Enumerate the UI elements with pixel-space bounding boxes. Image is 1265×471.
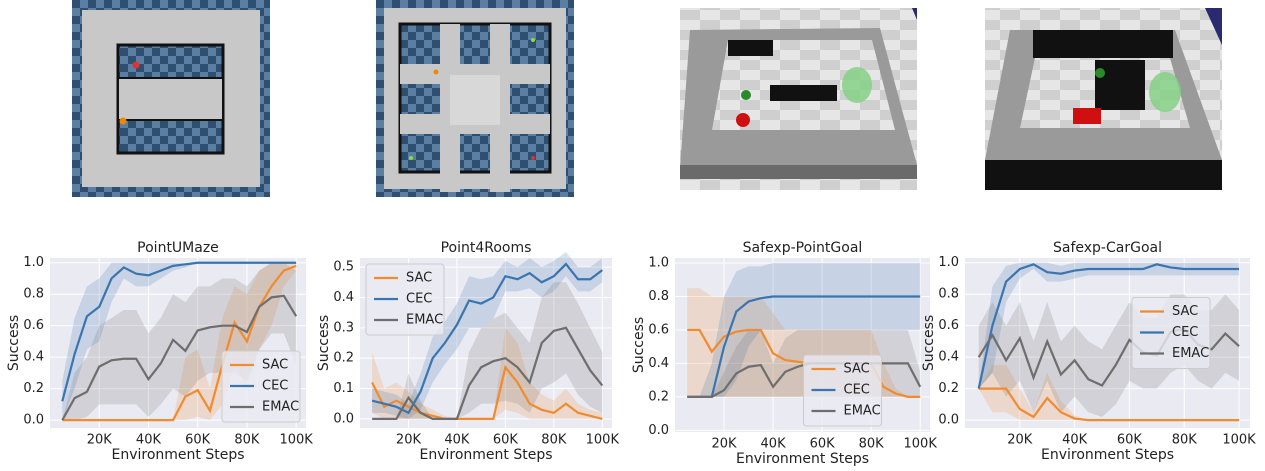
x-tick-label: 20K bbox=[396, 433, 422, 448]
y-tick-label: 0.0 bbox=[23, 413, 44, 428]
x-tick-label: 60K bbox=[1117, 433, 1143, 448]
env-image-pointgoal bbox=[680, 8, 917, 190]
x-tick-label: 60K bbox=[810, 437, 836, 452]
y-tick-label: 0.6 bbox=[938, 318, 959, 333]
y-tick-label: 0.0 bbox=[648, 423, 669, 438]
series-line bbox=[372, 326, 604, 420]
legend: SAC CEC EMAC bbox=[803, 354, 882, 427]
y-tick-label: 0.6 bbox=[648, 322, 669, 337]
y-tick-label: 0.0 bbox=[333, 411, 354, 426]
series-line bbox=[977, 263, 1240, 389]
x-tick-label: 80K bbox=[234, 433, 260, 448]
legend-label: EMAC bbox=[844, 404, 881, 419]
y-axis-label: Success bbox=[631, 317, 647, 373]
x-axis-label: Environment Steps bbox=[111, 447, 244, 463]
series-line bbox=[61, 294, 298, 421]
x-tick-label: 80K bbox=[859, 437, 885, 452]
legend-box bbox=[365, 263, 445, 336]
x-axis-label: Environment Steps bbox=[1041, 447, 1174, 463]
legend-label: SAC bbox=[844, 362, 870, 377]
y-tick-label: 0.2 bbox=[648, 389, 669, 404]
y-tick-label: 0.2 bbox=[23, 381, 44, 396]
y-tick-label: 1.0 bbox=[23, 255, 44, 270]
legend-label: SAC bbox=[1172, 304, 1198, 319]
legend-label: EMAC bbox=[1172, 346, 1209, 361]
series-line bbox=[687, 295, 921, 398]
legend-box bbox=[1131, 297, 1211, 369]
legend: SAC CEC EMAC bbox=[221, 350, 301, 423]
series-line bbox=[978, 387, 1240, 422]
legend-box bbox=[221, 350, 301, 423]
x-axis-label: Environment Steps bbox=[736, 451, 869, 467]
y-tick-label: 0.8 bbox=[938, 287, 959, 302]
confidence-band bbox=[372, 282, 603, 419]
y-tick-label: 0.6 bbox=[23, 318, 44, 333]
x-tick-label: 80K bbox=[541, 433, 567, 448]
y-tick-label: 0.0 bbox=[938, 413, 959, 428]
legend-label: CEC bbox=[844, 383, 870, 398]
confidence-band bbox=[372, 327, 603, 419]
y-tick-label: 0.8 bbox=[648, 289, 669, 304]
confidence-band bbox=[978, 365, 1240, 421]
x-tick-label: 40K bbox=[761, 437, 787, 452]
chart-title: Point4Rooms bbox=[441, 240, 532, 256]
confidence-band bbox=[372, 251, 603, 419]
series-line bbox=[371, 262, 603, 415]
x-tick-label: 20K bbox=[711, 437, 737, 452]
legend-box bbox=[803, 354, 882, 427]
legend-label: SAC bbox=[262, 358, 288, 373]
x-tick-label: 20K bbox=[1007, 433, 1033, 448]
legend: SAC CEC EMAC bbox=[365, 263, 445, 336]
x-tick-label: 20K bbox=[87, 433, 113, 448]
x-tick-label: 100K bbox=[586, 433, 620, 448]
x-tick-label: 80K bbox=[1172, 433, 1198, 448]
x-tick-label: 40K bbox=[444, 433, 470, 448]
y-axis-label: Success bbox=[316, 315, 332, 371]
y-tick-label: 0.2 bbox=[938, 381, 959, 396]
x-tick-label: 40K bbox=[136, 433, 162, 448]
legend: SAC CEC EMAC bbox=[1131, 297, 1211, 369]
env-image-umaze bbox=[72, 0, 270, 197]
legend-label: CEC bbox=[1172, 325, 1198, 340]
y-tick-label: 0.1 bbox=[333, 381, 354, 396]
series-line bbox=[61, 261, 297, 402]
y-tick-label: 1.0 bbox=[648, 256, 669, 271]
legend-label: CEC bbox=[262, 379, 288, 394]
x-tick-label: 40K bbox=[1062, 433, 1088, 448]
y-tick-label: 0.4 bbox=[23, 350, 44, 365]
confidence-band bbox=[62, 262, 297, 421]
y-tick-label: 0.4 bbox=[938, 350, 959, 365]
env-image-cargoal bbox=[985, 8, 1222, 190]
env-image-4rooms bbox=[376, 0, 574, 197]
y-tick-label: 0.3 bbox=[333, 320, 354, 335]
y-axis-label: Success bbox=[921, 315, 937, 371]
y-tick-label: 0.4 bbox=[648, 356, 669, 371]
y-tick-label: 0.5 bbox=[333, 260, 354, 275]
x-tick-label: 60K bbox=[185, 433, 211, 448]
x-tick-label: 100K bbox=[279, 433, 313, 448]
legend-label: SAC bbox=[406, 271, 432, 286]
legend-label: CEC bbox=[406, 292, 432, 307]
x-tick-label: 100K bbox=[1222, 433, 1256, 448]
y-tick-label: 0.4 bbox=[333, 290, 354, 305]
y-tick-label: 1.0 bbox=[938, 255, 959, 270]
y-axis-label: Success bbox=[6, 315, 22, 371]
x-tick-label: 100K bbox=[904, 437, 938, 452]
chart-title: Safexp-PointGoal bbox=[743, 240, 863, 256]
x-axis-label: Environment Steps bbox=[419, 447, 552, 463]
chart-title: Safexp-CarGoal bbox=[1053, 240, 1162, 256]
legend-label: EMAC bbox=[262, 400, 299, 415]
confidence-band bbox=[62, 262, 297, 421]
y-tick-label: 0.8 bbox=[23, 287, 44, 302]
chart-title: PointUMaze bbox=[137, 240, 219, 256]
legend-label: EMAC bbox=[406, 313, 443, 328]
confidence-band bbox=[978, 262, 1240, 389]
x-tick-label: 60K bbox=[493, 433, 519, 448]
y-tick-label: 0.2 bbox=[333, 351, 354, 366]
